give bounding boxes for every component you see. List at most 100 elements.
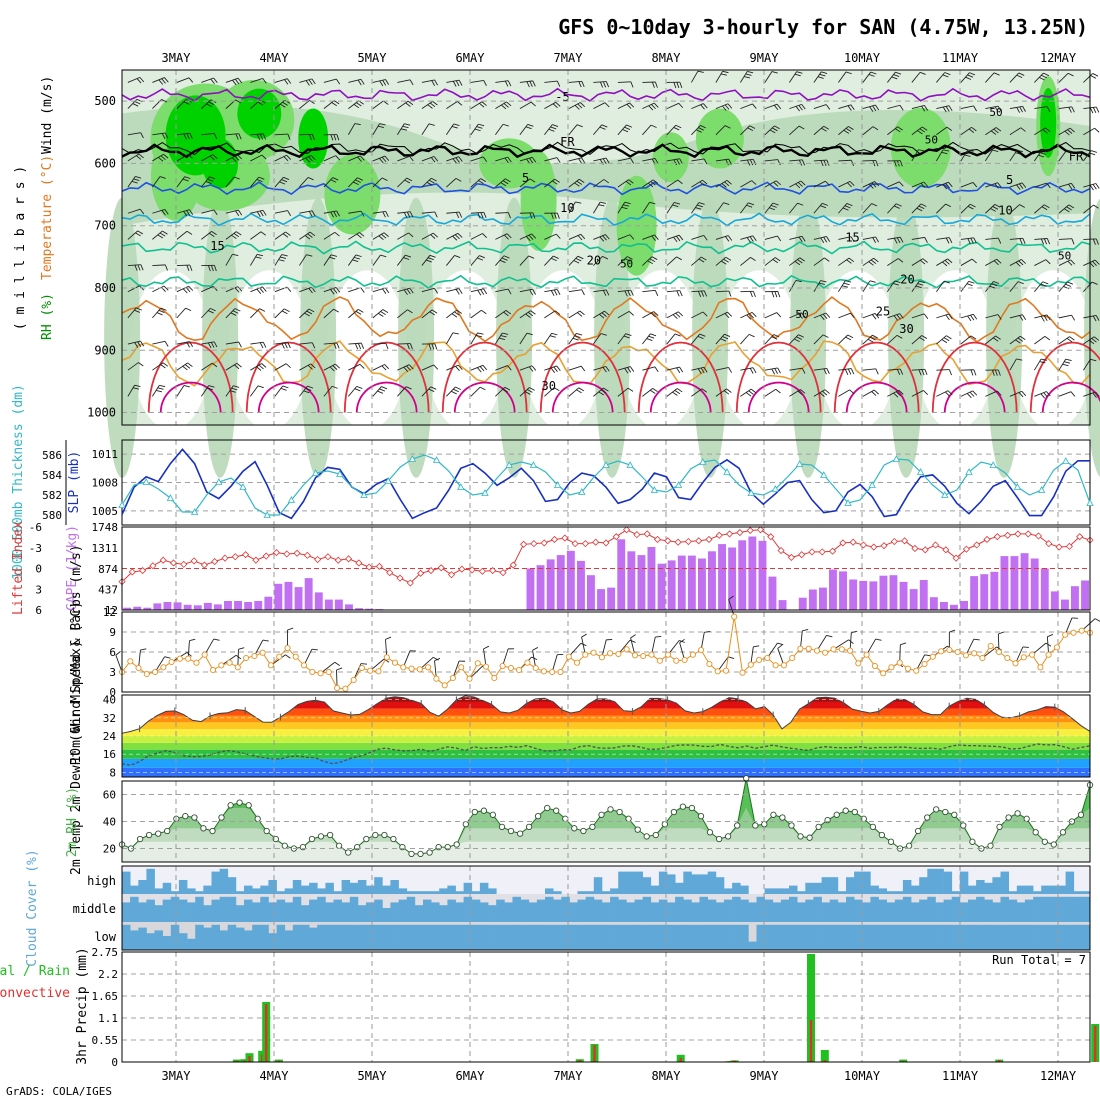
wind-barb-flag [384, 364, 390, 370]
lifted-index-marker [200, 561, 208, 569]
cape-bar [647, 547, 656, 610]
wind-barb-flag [948, 237, 953, 244]
rh-green-cell [324, 154, 381, 235]
wind-speed-marker [797, 645, 804, 652]
cloud-cover-cell [601, 891, 611, 894]
wind-speed-marker [962, 652, 969, 659]
wind-barb [274, 385, 284, 397]
wind-barb [274, 99, 286, 109]
wind-barb-flag [990, 208, 996, 212]
wind-barb-flag [333, 134, 337, 141]
cloud-cover-cell [1049, 924, 1058, 950]
wind-barb [642, 158, 656, 162]
wind-barb [323, 155, 336, 162]
thickness-marker [336, 470, 344, 477]
cloud-row-label: low [94, 930, 116, 944]
wind-barb-flag [1046, 391, 1051, 397]
wind-barb-flag [897, 126, 903, 131]
wind-barb [617, 179, 629, 188]
wind-barb [421, 156, 435, 162]
wind-barb-flag [845, 71, 852, 75]
wind-barb [274, 210, 288, 214]
wind-barb [1083, 73, 1094, 83]
cloud-cover-cell [227, 896, 237, 922]
cloud-cover-cell [252, 902, 261, 922]
wind-barb-flag [1093, 336, 1100, 341]
cloud-cover-cell [235, 905, 245, 922]
rh2m-marker [715, 835, 723, 843]
wind-barb-flag [919, 280, 926, 284]
wind-barb-flag [357, 343, 362, 350]
wind-barb-flag [1089, 184, 1094, 191]
wind-barb-flag [1090, 358, 1097, 362]
wind-barb-flag [650, 312, 656, 318]
wind-barb-flag [745, 73, 752, 76]
wind-barb-flag [875, 104, 880, 111]
wind-barb-flag [429, 254, 436, 258]
cloud-cover-cell [447, 924, 456, 950]
wind-barb-flag [453, 123, 460, 127]
lifted-index-marker [859, 541, 868, 549]
wind-barb-flag [310, 155, 316, 161]
precip-convective-bar [809, 1020, 813, 1062]
cape-bar [274, 583, 283, 610]
wind-barb-flag [601, 312, 607, 317]
wind-barb [740, 257, 751, 266]
wind-barb-flag [945, 237, 950, 244]
cloud-cover-cell [1016, 924, 1026, 950]
cape-bar [758, 540, 767, 610]
cloud-cover-cell [520, 899, 530, 922]
wind-barb-flag [457, 232, 463, 238]
wind-barb-flag [209, 176, 216, 180]
cloud-cover-cell [601, 902, 611, 922]
wind-barb-flag [574, 182, 580, 187]
wind-barb-flag [1016, 184, 1021, 190]
wind-barb-flag [1091, 338, 1097, 343]
cloud-cover-cell [244, 885, 253, 894]
wind-barb-flag [893, 160, 897, 167]
wind-barb-flag [360, 211, 365, 217]
wind-barb-flag [184, 176, 191, 180]
wind-barb-flag [623, 335, 630, 339]
wind-barb-flag [131, 180, 138, 184]
wind-barb-flag [1019, 315, 1024, 321]
wind-barb [789, 334, 799, 345]
wind-barb-flag [749, 236, 754, 242]
cloud-cover-cell [382, 885, 391, 894]
wind-speed-marker [847, 647, 854, 654]
wind-barb [446, 101, 458, 109]
temp-tick-label: 16 [103, 748, 116, 761]
cloud-cover-cell [650, 924, 660, 950]
isotherm-label: 20 [587, 253, 601, 267]
rh2m-marker [480, 807, 488, 814]
wind-barb [862, 104, 876, 110]
wind-barb-flag [307, 177, 314, 181]
wind-barb-flag [993, 281, 1000, 284]
wind-barb-flag [377, 390, 384, 394]
wind-barb [887, 258, 899, 266]
rh2m-marker [182, 812, 189, 820]
cloud-cover-cell [357, 924, 367, 950]
upper-air-ylabel-part: RH (%) [40, 293, 55, 340]
rh2m-marker [308, 835, 316, 843]
cloud-cover-cell [675, 882, 684, 894]
thickness-axis-label: 1000-500mb Thickness (dm) [11, 384, 26, 580]
wind-barb [201, 308, 211, 319]
cloud-cover-cell [122, 871, 131, 894]
wind-barb [936, 203, 946, 214]
wind-barb-flag [409, 287, 414, 294]
wind-barb-flag [1045, 127, 1051, 133]
wind-barb-flag [161, 78, 166, 84]
wind-barb [715, 71, 723, 83]
wind-barb-flag [822, 313, 828, 319]
wind-barb-flag [455, 289, 460, 295]
wind-barb [299, 342, 313, 345]
cloud-cover-cell [1081, 924, 1091, 950]
cloud-cover-cell [187, 938, 196, 950]
wind-barb [740, 388, 752, 397]
wind-barb-flag [381, 233, 387, 239]
wind-barb-flag [140, 264, 144, 271]
cloud-cover-cell [626, 924, 635, 950]
wind-barb [960, 237, 974, 240]
wind-barb-flag [725, 236, 730, 242]
